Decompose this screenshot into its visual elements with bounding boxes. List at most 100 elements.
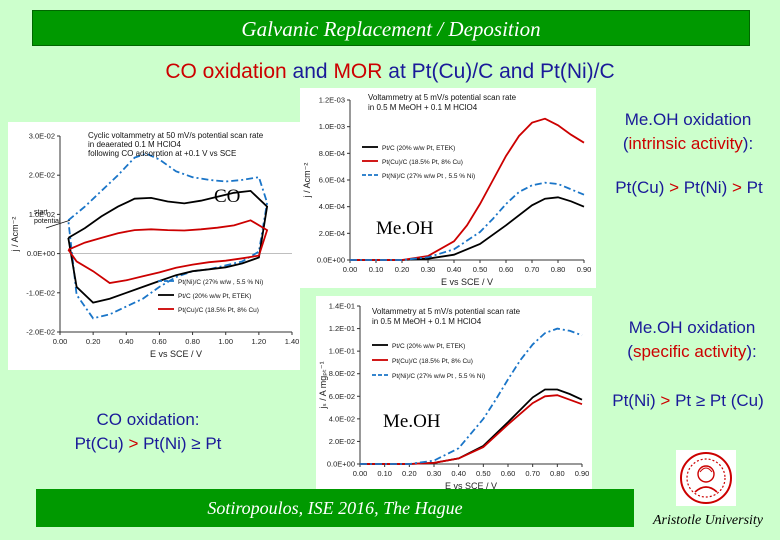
x-tick-label: 0.20 <box>402 469 417 478</box>
subtitle-part-mor: MOR <box>333 60 383 83</box>
series-line-1 <box>67 189 269 304</box>
series-line-2 <box>67 219 269 284</box>
y-tick-label: 2.0E-04 <box>319 229 345 238</box>
x-tick-label: 0.40 <box>119 337 134 346</box>
intrinsic-title-line2: (intrinsic activity): <box>622 134 754 153</box>
co-order-2: Pt(Ni) <box>138 434 192 453</box>
chart-description: Voltammetry at 5 mV/s potential scan rat… <box>372 307 521 316</box>
intrinsic-order-1: Pt(Cu) <box>615 178 670 197</box>
x-tick-label: 0.90 <box>575 469 590 478</box>
specific-order: Pt(Ni) > Pt ≥ Pt (Cu) <box>596 389 780 413</box>
intrinsic-word: intrinsic activity <box>628 134 743 153</box>
co-order-gt: > <box>128 434 139 453</box>
meoh-intrinsic-chart-panel: 1.2E-03 1.0E-03 8.0E-04 6.0E-04 4.0E-04 2.0E-… <box>300 88 596 288</box>
meoh-intrinsic-chart: 1.2E-03 1.0E-03 8.0E-04 6.0E-04 4.0E-04 2.0E-… <box>302 93 592 287</box>
series-line-0 <box>350 196 585 261</box>
x-axis-label: E vs SCE / V <box>445 481 497 491</box>
specific-order-gt: > <box>660 391 671 410</box>
y-tick-label: 6.0E-02 <box>329 392 355 401</box>
x-tick-label: 0.30 <box>427 469 442 478</box>
chart-description: in 0.5 M MeOH + 0.1 M HClO4 <box>372 317 482 326</box>
intrinsic-order-3: Pt <box>741 178 763 197</box>
start-potential-label: potential <box>34 218 61 225</box>
y-tick-label: 1.2E-01 <box>329 324 355 333</box>
y-axis-label: j / Acm⁻² <box>302 163 312 199</box>
y-tick-label: 8.0E-02 <box>329 369 355 378</box>
x-tick-label: 0.70 <box>525 469 540 478</box>
legend-entry: Pt/C (20% w/w Pt, ETEK) <box>392 343 465 350</box>
meoh-specific-chart: 1.4E-01 1.2E-01 1.0E-01 8.0E-02 6.0E-02 4.0E-… <box>318 302 590 492</box>
meoh-label-specific: Me.OH <box>383 411 441 432</box>
x-tick-label: 0.80 <box>185 337 200 346</box>
intrinsic-order-gt2: > <box>731 178 742 197</box>
y-tick-label: 1.0E-01 <box>329 347 355 356</box>
meoh-label-intrinsic: Me.OH <box>376 218 434 239</box>
co-summary-title: CO oxidation: <box>96 410 200 429</box>
y-tick-label: 1.4E-01 <box>329 302 355 311</box>
x-tick-label: 1.00 <box>218 337 233 346</box>
y-tick-label: -1.0E-02 <box>26 288 55 297</box>
legend-entry: Pt/C (20% w/w Pt, ETEK) <box>382 145 455 152</box>
footer-citation: Sotiropoulos, ISE 2016, The Hague <box>36 489 634 527</box>
chart-description: Voltammetry at 5 mV/s potential scan rat… <box>368 93 517 102</box>
y-tick-label: 0.0E+00 <box>27 249 55 258</box>
x-tick-label: 0.40 <box>451 469 466 478</box>
legend-entry: Pt/C (20% w/w Pt, ETEK) <box>178 293 251 300</box>
university-logo <box>676 450 736 506</box>
x-tick-label: 0.40 <box>447 265 462 274</box>
chart-description: in 0.5 M MeOH + 0.1 M HClO4 <box>368 103 478 112</box>
x-tick-label: 0.00 <box>343 265 358 274</box>
x-tick-label: 0.00 <box>53 337 68 346</box>
co-order-ge: ≥ <box>191 434 201 453</box>
intrinsic-activity-title: Me.OH oxidation (intrinsic activity): <box>602 108 774 156</box>
co-cv-chart: 3.0E-02 2.0E-02 1.0E-02 0.0E+00 -1.0E-02 -2.0… <box>10 131 300 359</box>
y-tick-label: 2.0E-02 <box>329 437 355 446</box>
co-order-1: Pt(Cu) <box>74 434 129 453</box>
x-tick-label: 0.70 <box>525 265 540 274</box>
chart-description: Cyclic voltammetry at 50 mV/s potential … <box>88 131 264 140</box>
legend-entry: Pt(Ni)/C (27% w/w Pt , 5.5 % Ni) <box>382 173 475 180</box>
subtitle-part-and: and <box>286 60 334 83</box>
university-name: Aristotle University <box>652 513 764 528</box>
intrinsic-order-gt1: > <box>669 178 680 197</box>
y-tick-label: 2.0E-02 <box>29 171 55 180</box>
legend-entry: Pt(Ni)/C (27% w/w Pt , 5.5 % Ni) <box>392 373 485 380</box>
co-oxidation-summary: CO oxidation: Pt(Cu) > Pt(Ni) ≥ Pt <box>48 408 248 456</box>
x-tick-label: 0.80 <box>551 265 566 274</box>
x-tick-label: 0.30 <box>421 265 436 274</box>
specific-order-1: Pt(Ni) <box>612 391 661 410</box>
y-tick-label: 6.0E-04 <box>319 176 345 185</box>
specific-activity-title: Me.OH oxidation (specific activity): <box>604 316 780 364</box>
co-order-3: Pt <box>200 434 222 453</box>
x-tick-label: 1.20 <box>252 337 267 346</box>
x-tick-label: 0.90 <box>577 265 592 274</box>
x-tick-label: 0.60 <box>501 469 516 478</box>
specific-order-2: Pt <box>670 391 696 410</box>
start-potential-label: start <box>34 209 48 216</box>
y-axis-label: j / Acm⁻² <box>10 217 20 253</box>
x-tick-label: 1.40 <box>285 337 300 346</box>
series-line-1 <box>350 117 585 261</box>
series-line-2 <box>350 181 585 261</box>
y-tick-label: 3.0E-02 <box>29 132 55 141</box>
x-axis-label: E vs SCE / V <box>441 277 493 287</box>
intrinsic-order: Pt(Cu) > Pt(Ni) > Pt <box>598 176 780 200</box>
y-tick-label: 8.0E-04 <box>319 149 345 158</box>
x-tick-label: 0.60 <box>499 265 514 274</box>
legend-entry: Pt(Ni)/C (27% w/w , 5.5 % Ni) <box>178 279 263 286</box>
intrinsic-order-2: Pt(Ni) <box>679 178 732 197</box>
specific-order-3: Pt (Cu) <box>705 391 764 410</box>
x-tick-label: 0.10 <box>369 265 384 274</box>
slide-subtitle: CO oxidation and MOR at Pt(Cu)/C and Pt(… <box>0 60 780 84</box>
series-line-0 <box>67 152 269 320</box>
start-potential-arrow <box>45 219 71 229</box>
chart-description: in deaerated 0.1 M HClO4 <box>88 140 181 149</box>
specific-order-ge: ≥ <box>695 391 706 410</box>
subtitle-part-catalysts: at Pt(Cu)/C and Pt(Ni)/C <box>382 60 615 83</box>
co-summary-order: Pt(Cu) > Pt(Ni) ≥ Pt <box>48 432 248 456</box>
y-tick-label: -2.0E-02 <box>26 328 55 337</box>
specific-word: specific activity <box>632 342 747 361</box>
university-seal-icon <box>680 452 732 504</box>
subtitle-part-co: CO oxidation <box>165 60 287 83</box>
co-cv-chart-panel: 3.0E-02 2.0E-02 1.0E-02 0.0E+00 -1.0E-02 -2.0… <box>8 122 300 370</box>
